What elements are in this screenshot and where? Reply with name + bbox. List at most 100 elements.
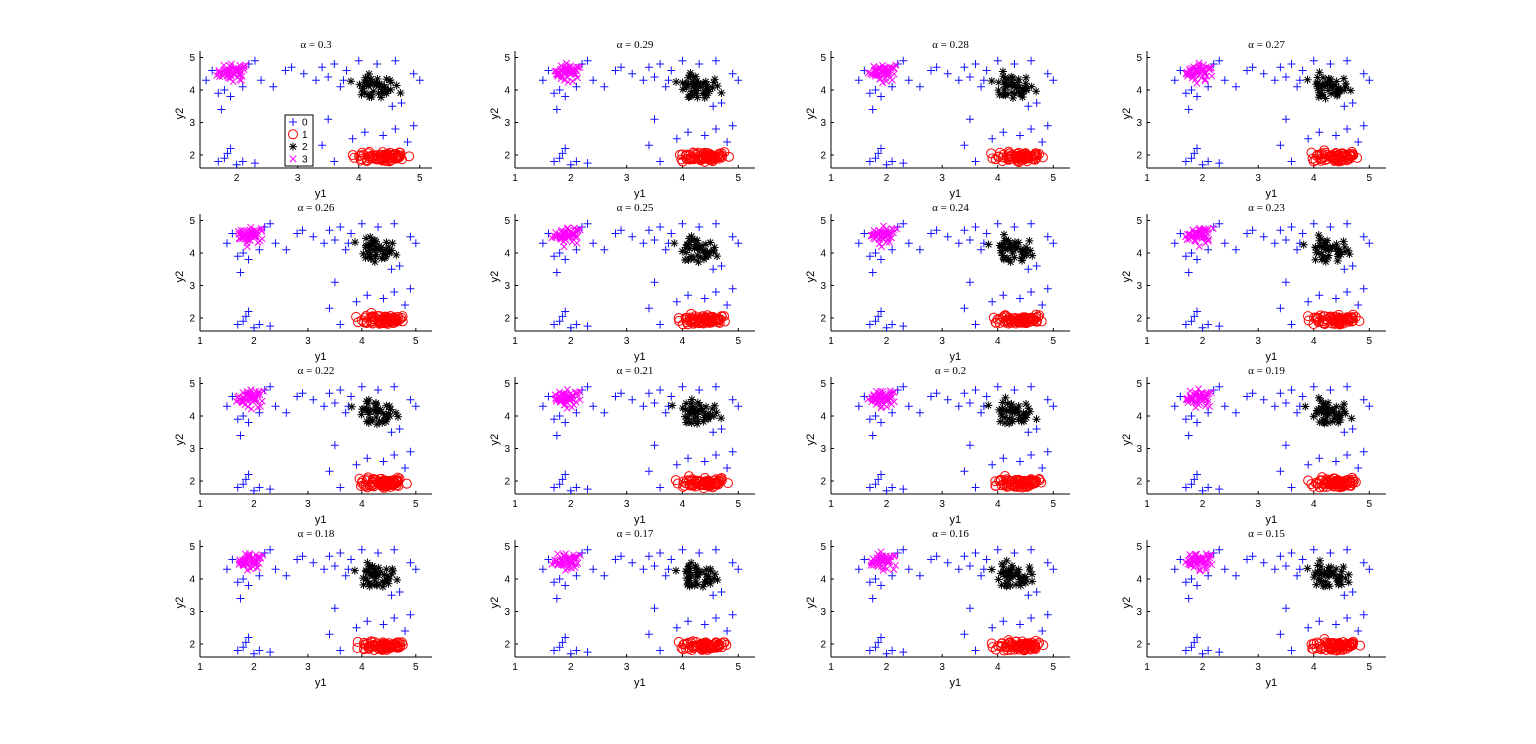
data-point (250, 56, 259, 65)
data-point (709, 591, 718, 600)
data-point (1032, 425, 1041, 433)
data-point (230, 71, 238, 79)
data-point (1215, 159, 1224, 168)
data-point (689, 81, 698, 90)
data-point (694, 80, 703, 89)
data-point (993, 640, 1004, 651)
data-point (617, 226, 626, 235)
data-point (347, 150, 358, 161)
data-point (701, 410, 710, 419)
data-point (1000, 419, 1009, 428)
y-tick-label: 4 (189, 249, 195, 260)
data-point (971, 157, 980, 166)
data-point (236, 594, 245, 603)
data-point (250, 159, 259, 168)
x-tick-label: 4 (1311, 173, 1317, 184)
data-point (678, 545, 687, 554)
data-point (1343, 219, 1352, 228)
data-point (1321, 577, 1330, 586)
data-point (1015, 131, 1024, 140)
data-point (678, 404, 687, 413)
data-point (1321, 582, 1330, 591)
data-point (1196, 392, 1204, 400)
data-point (954, 402, 963, 411)
subplot-title: α = 0.22 (298, 365, 335, 377)
data-point (1317, 148, 1328, 159)
data-point (366, 80, 375, 89)
x-tick-label: 1 (828, 499, 834, 510)
data-point (239, 643, 248, 652)
data-point (927, 66, 936, 75)
data-point (330, 157, 339, 166)
data-point (701, 578, 710, 587)
data-point (554, 559, 562, 567)
data-point (904, 76, 913, 85)
data-point (561, 396, 569, 404)
data-point (363, 291, 372, 300)
data-point (713, 575, 722, 584)
data-point (1312, 580, 1321, 589)
data-point (1328, 152, 1339, 163)
data-point (217, 105, 226, 114)
data-point (688, 154, 699, 165)
data-point (255, 646, 264, 655)
data-point (728, 558, 737, 567)
data-point (702, 402, 711, 411)
data-point (336, 549, 345, 557)
data-point (347, 392, 356, 401)
data-point (1359, 121, 1368, 130)
data-point (1018, 246, 1027, 255)
data-point (365, 582, 374, 591)
y-tick-label: 2 (189, 151, 195, 162)
data-point (943, 69, 952, 78)
data-point (380, 578, 389, 587)
data-point (1193, 470, 1202, 479)
data-point (550, 252, 559, 261)
data-point (682, 399, 691, 408)
data-point (1207, 63, 1215, 72)
data-point (716, 473, 727, 484)
data-point (244, 235, 252, 243)
data-point (1318, 404, 1327, 413)
data-point (382, 642, 393, 653)
data-point (877, 144, 886, 153)
data-point (1209, 224, 1217, 232)
data-point (395, 262, 404, 270)
data-point (904, 565, 913, 574)
y-axis-label: y2 (1121, 597, 1133, 609)
data-point (298, 552, 307, 561)
x-tick-label: 3 (939, 499, 945, 510)
data-point (889, 64, 897, 72)
data-point (573, 63, 581, 71)
data-point (561, 255, 570, 264)
x-tick-label: 4 (680, 173, 686, 184)
data-point (241, 475, 250, 484)
data-point (1348, 425, 1357, 433)
data-point (1215, 648, 1224, 657)
data-point (232, 160, 241, 169)
y-tick-label: 4 (820, 575, 826, 586)
data-point (378, 87, 387, 96)
data-point (1034, 149, 1045, 160)
data-point (583, 648, 592, 657)
data-point (255, 245, 264, 254)
data-point (1005, 242, 1014, 251)
data-point (693, 93, 702, 102)
data-point (1194, 553, 1202, 561)
data-point (1301, 402, 1310, 411)
data-point (1348, 262, 1357, 270)
data-point (240, 232, 248, 240)
data-point (1186, 561, 1194, 569)
x-tick-label: 1 (197, 336, 203, 347)
data-point (1001, 413, 1010, 422)
data-point (656, 646, 665, 655)
data-point (1181, 89, 1190, 98)
data-point (341, 245, 350, 254)
data-point (1193, 559, 1201, 567)
data-point (364, 406, 373, 415)
data-point (710, 401, 719, 410)
data-point (1281, 399, 1290, 407)
data-point (1005, 419, 1014, 428)
